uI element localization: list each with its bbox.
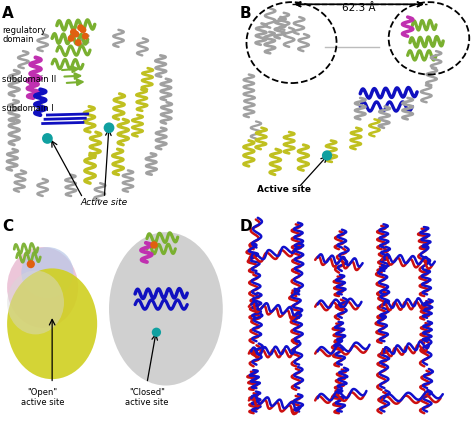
Text: D: D (239, 219, 252, 234)
Point (74, 39, 82, 46)
Text: Active site: Active site (81, 198, 128, 207)
Ellipse shape (7, 268, 97, 379)
Point (67, 35, 75, 42)
Point (323, 152, 331, 159)
Text: subdomain I: subdomain I (2, 104, 54, 113)
Point (70, 29, 77, 35)
Point (77, 24, 84, 31)
Ellipse shape (109, 232, 223, 386)
Point (153, 329, 160, 336)
Point (27, 261, 35, 268)
Text: 62.3 Å: 62.3 Å (342, 3, 376, 13)
Text: subdomain II: subdomain II (2, 75, 56, 83)
Point (72, 31, 80, 37)
Text: B: B (239, 6, 251, 21)
Text: regulatory
domain: regulatory domain (2, 26, 46, 44)
Text: Active site: Active site (257, 185, 311, 194)
Point (150, 242, 158, 248)
Point (105, 124, 113, 131)
Ellipse shape (7, 271, 64, 334)
Text: "Closed"
active site: "Closed" active site (125, 388, 169, 407)
Point (82, 33, 89, 40)
Text: "Open"
active site: "Open" active site (21, 388, 64, 407)
Ellipse shape (7, 247, 78, 328)
Ellipse shape (21, 247, 73, 298)
Point (44, 135, 51, 142)
Text: C: C (2, 219, 13, 234)
Text: A: A (2, 6, 14, 21)
Point (79, 26, 87, 33)
